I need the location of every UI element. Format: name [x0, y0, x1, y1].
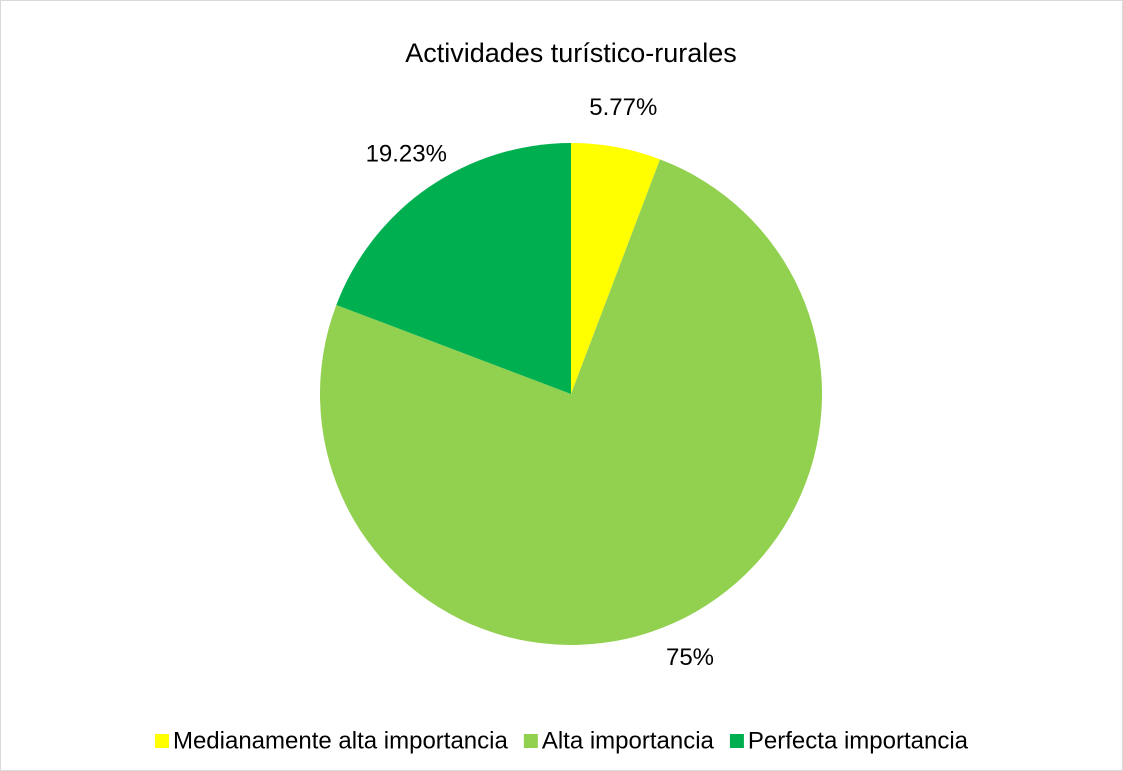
pie-slice — [319, 159, 822, 645]
pie-slice — [336, 143, 571, 394]
chart-title: Actividades turístico-rurales — [405, 38, 737, 68]
legend-swatch — [729, 734, 744, 748]
legend-label: Medianamente alta importancia — [173, 727, 509, 754]
legend-label: Perfecta importancia — [748, 727, 969, 754]
legend-label: Alta importancia — [542, 727, 715, 754]
data-label: 19.23% — [366, 141, 447, 168]
pie-slice — [571, 143, 661, 394]
data-label: 5.77% — [589, 94, 657, 121]
legend-swatch — [523, 734, 538, 748]
legend-swatch — [154, 734, 169, 748]
data-label: 75% — [666, 644, 714, 671]
